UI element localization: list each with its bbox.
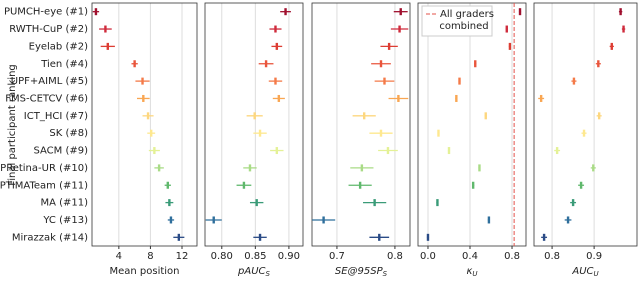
panel-frame: [311, 2, 411, 247]
x-tick-label: 0.90: [278, 251, 300, 262]
category-label: RWTH-CuP (#2): [9, 24, 88, 35]
panel-frame: [91, 2, 198, 247]
x-axis-label-main: AUC: [571, 266, 593, 277]
category-label: Mirazzak (#14): [12, 232, 88, 243]
x-axis-label: SE@95SPS: [335, 266, 388, 278]
category-label: Tien (#4): [40, 59, 88, 70]
x-tick-label: 0.8: [544, 251, 560, 262]
x-axis-label: κU: [466, 266, 477, 278]
x-axis-label-main: Mean position: [109, 266, 179, 277]
x-axis-label-sub: S: [266, 270, 271, 278]
category-label: UPRetina-UR (#10): [0, 163, 88, 174]
x-axis-label-main: κ: [466, 266, 472, 277]
category-label: OPTIMATeam (#11): [0, 180, 88, 191]
panel-frame: [533, 2, 638, 247]
x-tick-label: 0.4: [462, 251, 478, 262]
panel-frame: [204, 2, 304, 247]
x-tick-label: 0.85: [244, 251, 266, 262]
x-tick-label: 0.7: [329, 251, 345, 262]
x-tick-label: 0.80: [211, 251, 233, 262]
legend-box: [421, 5, 493, 37]
x-axis-label-main: SE@95SP: [335, 266, 384, 277]
x-tick-label: 12: [176, 251, 189, 262]
x-tick-label: 0.8: [504, 251, 520, 262]
category-label: ICT_HCI (#7): [24, 111, 88, 122]
category-label: PUMCH-eye (#1): [4, 7, 88, 18]
x-axis-label-sub: U: [472, 270, 477, 278]
x-tick-label: 0.0: [420, 251, 436, 262]
panel-frame: [417, 2, 527, 247]
legend-label: All graders: [440, 9, 494, 20]
category-label: MA (#11): [40, 198, 88, 209]
y-axis-label: Final participant ranking: [7, 64, 18, 186]
category-label: FMS-CETCV (#6): [5, 93, 88, 104]
x-axis-label: Mean position: [109, 266, 179, 277]
category-label: YC (#13): [42, 215, 88, 226]
x-axis-label: AUCU: [571, 266, 598, 278]
x-tick-label: 4: [116, 251, 122, 262]
x-axis-label: pAUCS: [237, 266, 271, 278]
x-tick-label: 0.9: [586, 251, 602, 262]
category-label: SK (#8): [49, 128, 88, 139]
category-label: Eyelab (#2): [29, 41, 88, 52]
x-axis-label-main: pAUC: [237, 266, 266, 277]
legend-label: combined: [439, 21, 488, 32]
category-label: SACM (#9): [33, 146, 88, 157]
x-axis-label-sub: U: [594, 270, 599, 278]
x-axis-label-sub: S: [383, 270, 388, 278]
x-tick-label: 8: [147, 251, 153, 262]
x-tick-label: 0.8: [387, 251, 403, 262]
category-label: UPF+AIML (#5): [11, 76, 88, 87]
